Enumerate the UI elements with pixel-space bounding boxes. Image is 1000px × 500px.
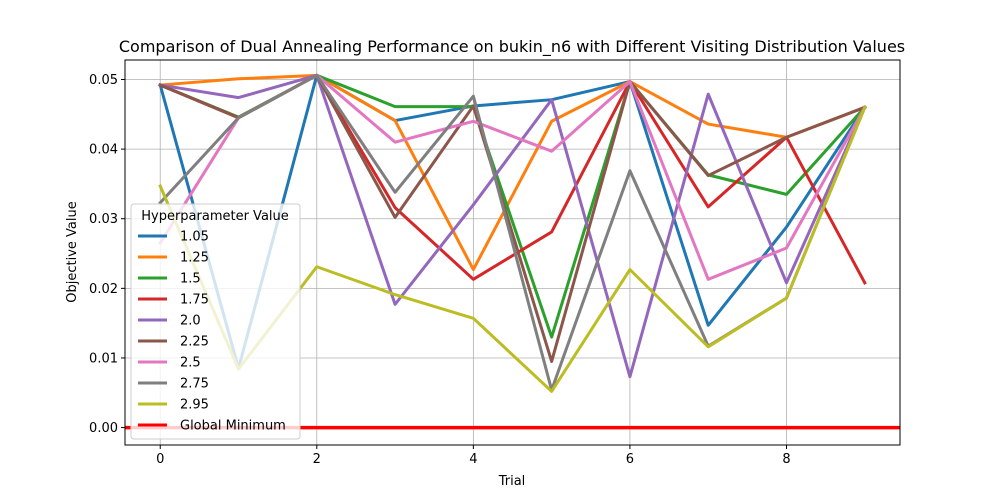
legend-label: 2.95 [180,398,209,413]
plot-frame [124,59,901,446]
axis-ticks: 0 2 4 6 8 0.00 0.01 0.02 0.03 0.04 0.05 [89,73,791,467]
legend-label: 1.05 [180,230,209,245]
x-tick-label: 4 [469,452,477,467]
x-axis-title: Trial [498,474,526,489]
x-tick-label: 2 [313,452,321,467]
y-tick-label: 0.04 [89,143,118,158]
legend-label: 2.0 [180,314,201,329]
series-line-1.25 [158,73,867,272]
series-layer [158,73,867,393]
x-tick-label: 6 [626,452,634,467]
legend-label: Global Minimum [180,419,286,434]
legend-label: 1.25 [180,251,209,266]
legend-box [130,203,301,440]
series-line-2.0 [158,73,867,379]
y-tick-label: 0.03 [89,212,118,227]
y-tick-label: 0.05 [89,73,118,88]
legend-label: 1.5 [180,272,201,287]
y-tick-label: 0.02 [89,282,118,297]
legend-label: 2.5 [180,356,201,371]
legend-label: 1.75 [180,293,209,308]
legend-label: 2.75 [180,377,209,392]
legend-label: 2.25 [180,335,209,350]
y-axis-title: Objective Value [65,201,80,302]
x-tick-label: 8 [782,452,790,467]
x-tick-label: 0 [156,452,164,467]
chart-title: Comparison of Dual Annealing Performance… [119,37,905,57]
y-tick-label: 0.00 [89,421,118,436]
legend-items: 1.05 1.25 1.5 1.75 2.0 2.25 2.5 2.75 2.95 Global … [138,230,286,434]
legend-title: Hyperparameter Value [141,209,289,224]
legend: Hyperparameter Value 1.05 1.25 1.5 1.75 2.0 2… [130,203,301,440]
y-tick-label: 0.01 [89,351,118,366]
